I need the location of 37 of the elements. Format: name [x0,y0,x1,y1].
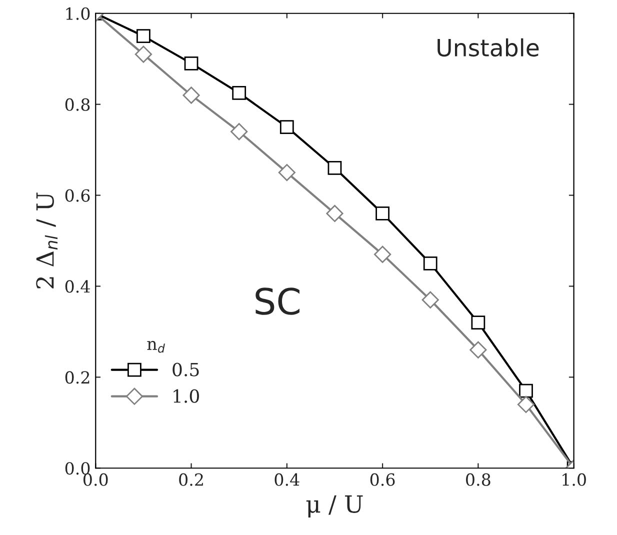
point [423,256,438,270]
y-tick-label: 0.2 [65,371,90,384]
point [230,123,248,140]
point [328,161,342,175]
x-tick-label: 0.6 [370,473,395,486]
point [374,246,392,263]
point [471,316,486,330]
point [422,291,439,308]
point [134,46,152,63]
point [232,86,246,100]
x-tick-label: 0.0 [83,473,108,486]
y-tick-label: 0.4 [65,280,90,293]
y-tick-label: 0.8 [65,98,90,111]
x-tick-label: 0.8 [466,473,490,486]
x-tick-label: 0.2 [179,473,203,486]
legend-label: 0.5 [172,362,199,376]
point [184,56,198,70]
y-axis-title: 2 Δ$_{nl}$ / U [36,192,58,288]
point [470,341,487,358]
legend-title: n$_{d}$ [147,340,165,353]
x-axis-title: μ / U [306,495,363,518]
point [376,206,390,220]
y-tick-label: 1.0 [66,7,90,20]
point [136,29,150,44]
annotation: SC [256,288,300,315]
y-tick-label: 0.0 [65,462,90,475]
x-tick-label: 1.0 [562,473,586,486]
point [517,396,535,414]
y-tick-label: 0.6 [65,189,90,202]
point [519,384,533,398]
point [278,164,296,182]
legend-label: 1.0 [174,389,199,403]
x-tick-label: 0.4 [274,473,300,486]
point [326,204,344,222]
point [182,86,200,104]
annotation: Unstable [438,38,539,57]
point [280,120,294,134]
